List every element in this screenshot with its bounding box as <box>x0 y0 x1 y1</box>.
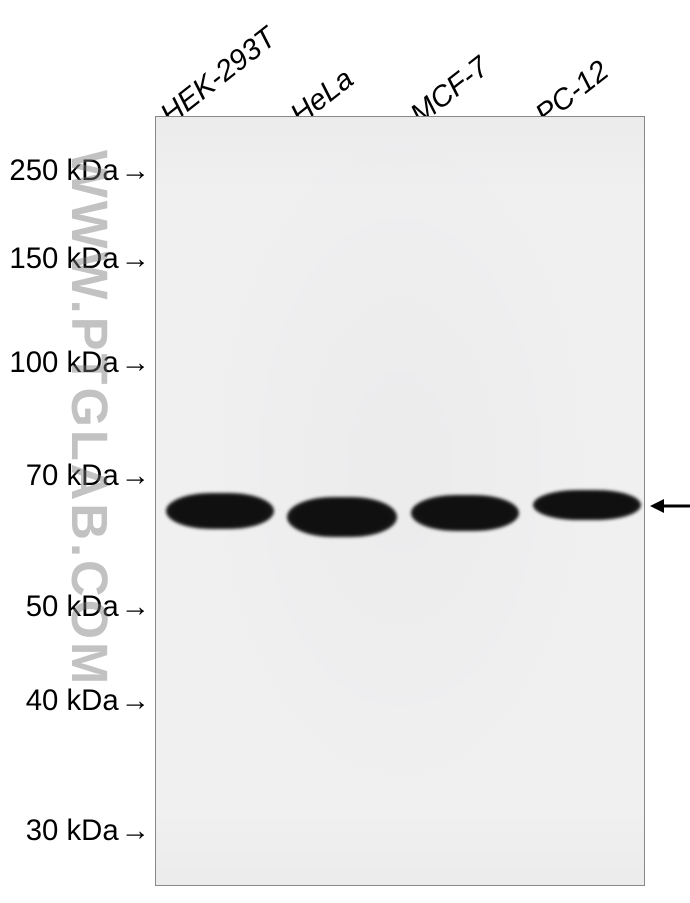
mw-marker-30: 30 kDa→ <box>26 814 150 848</box>
mw-text: 250 kDa <box>9 154 118 188</box>
arrow-right-icon: → <box>121 459 150 493</box>
arrow-right-icon: → <box>121 590 150 624</box>
band-lane-3 <box>411 495 519 531</box>
mw-marker-70: 70 kDa→ <box>26 459 150 493</box>
mw-text: 50 kDa <box>26 590 119 624</box>
lane-labels-group: HEK-293T HeLa MCF-7 PC-12 <box>155 0 645 115</box>
mw-marker-50: 50 kDa→ <box>26 590 150 624</box>
band-lane-4 <box>533 490 641 520</box>
mw-marker-40: 40 kDa→ <box>26 684 150 718</box>
figure-container: HEK-293T HeLa MCF-7 PC-12 250 kDa→ 150 k… <box>0 0 690 903</box>
arrow-right-icon: → <box>121 814 150 848</box>
target-band-arrow-icon <box>650 496 690 516</box>
mw-marker-250: 250 kDa→ <box>9 154 150 188</box>
blot-membrane <box>155 116 645 886</box>
mw-text: 150 kDa <box>9 242 118 276</box>
mw-text: 40 kDa <box>26 684 119 718</box>
band-lane-2 <box>287 497 397 537</box>
mw-text: 70 kDa <box>26 459 119 493</box>
mw-text: 30 kDa <box>26 814 119 848</box>
mw-text: 100 kDa <box>9 346 118 380</box>
arrow-right-icon: → <box>121 346 150 380</box>
mw-marker-150: 150 kDa→ <box>9 242 150 276</box>
arrow-right-icon: → <box>121 242 150 276</box>
arrow-right-icon: → <box>121 154 150 188</box>
mw-marker-100: 100 kDa→ <box>9 346 150 380</box>
arrow-right-icon: → <box>121 684 150 718</box>
band-lane-1 <box>166 493 274 529</box>
